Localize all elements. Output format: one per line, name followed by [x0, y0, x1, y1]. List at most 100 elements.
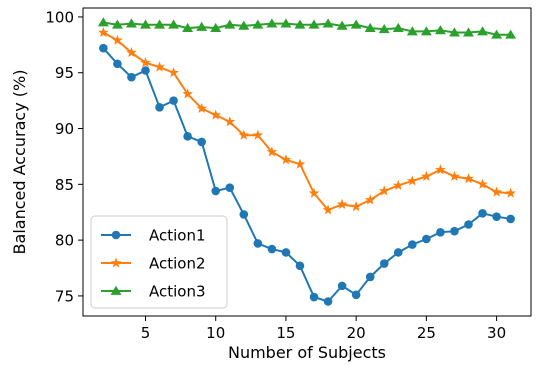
data-point	[435, 164, 446, 175]
legend: Action1 Action2 Action3	[90, 215, 228, 309]
y-tick-label: 85	[55, 176, 74, 194]
series-line	[102, 31, 511, 211]
data-point	[294, 19, 306, 29]
x-tick-label: 25	[417, 324, 436, 342]
data-point	[408, 240, 417, 249]
data-point	[210, 22, 222, 32]
y-tick-label: 100	[45, 8, 74, 26]
data-point	[449, 27, 460, 37]
x-axis-label: Number of Subjects	[228, 343, 386, 362]
data-point	[210, 109, 222, 120]
data-point	[364, 194, 376, 205]
legend-label: Action3	[149, 283, 206, 301]
legend-item: Action2	[101, 255, 206, 273]
data-point	[336, 20, 348, 30]
data-point	[477, 26, 489, 36]
data-point	[491, 186, 502, 197]
data-point	[463, 173, 474, 184]
data-point	[492, 212, 501, 221]
data-point	[113, 59, 122, 69]
x-tick-label: 10	[206, 324, 225, 342]
data-point	[365, 272, 375, 282]
data-point	[225, 183, 235, 192]
data-point	[505, 29, 517, 39]
data-point	[211, 186, 221, 196]
data-point	[392, 22, 404, 32]
data-point	[252, 19, 264, 29]
series-action2	[98, 26, 516, 215]
x-tick-label: 30	[487, 324, 506, 342]
data-point	[378, 185, 390, 196]
data-point	[168, 19, 180, 29]
data-point	[364, 22, 376, 32]
data-point	[126, 47, 137, 58]
data-point	[464, 220, 473, 229]
data-point	[224, 19, 236, 29]
data-point	[436, 228, 445, 237]
data-point	[407, 175, 418, 186]
data-point	[378, 24, 390, 34]
y-axis-ticks: 75 80 85 90 95 100	[45, 8, 83, 305]
data-point	[182, 88, 193, 99]
data-point	[449, 170, 460, 182]
x-tick-label: 15	[276, 324, 295, 342]
y-tick-label: 80	[55, 232, 74, 250]
data-point	[450, 226, 459, 236]
x-axis-ticks: 5 10 15 20 25 30	[141, 316, 506, 342]
legend-marker	[110, 257, 122, 268]
data-point	[99, 43, 108, 53]
data-point	[169, 96, 178, 105]
plot-content	[97, 17, 517, 306]
data-point	[392, 179, 404, 190]
data-point	[421, 170, 432, 182]
data-point	[125, 18, 137, 28]
legend-item: Action1	[101, 227, 206, 245]
series-line	[103, 21, 511, 36]
series-action3	[97, 17, 517, 39]
y-tick-label: 90	[55, 120, 74, 138]
data-point	[491, 29, 503, 39]
data-point	[280, 154, 292, 165]
series-action1	[99, 43, 515, 306]
data-point	[295, 261, 305, 271]
legend-marker	[111, 230, 121, 240]
data-point	[434, 25, 446, 35]
data-point	[196, 21, 208, 31]
x-tick-label: 5	[141, 324, 151, 342]
data-point	[168, 67, 179, 78]
data-point	[267, 244, 277, 254]
data-point	[252, 129, 264, 140]
data-point	[141, 66, 150, 75]
data-point	[351, 290, 361, 300]
data-point	[337, 281, 347, 291]
data-point	[266, 18, 278, 28]
y-axis-label: Balanced Accuracy (%)	[10, 70, 29, 255]
data-point	[406, 26, 418, 36]
data-point	[281, 248, 291, 257]
data-point	[112, 34, 123, 45]
data-point	[154, 19, 165, 29]
data-point	[393, 248, 403, 257]
legend-box	[90, 215, 228, 309]
data-point	[154, 61, 165, 72]
data-point	[111, 19, 123, 29]
data-point	[336, 198, 348, 209]
data-point	[97, 17, 109, 27]
data-point	[478, 209, 487, 218]
data-point	[238, 20, 250, 30]
data-point	[323, 297, 333, 306]
data-point	[350, 201, 362, 212]
data-point	[505, 187, 516, 198]
data-point	[280, 18, 292, 28]
plot-frame	[82, 7, 532, 317]
data-point	[379, 259, 389, 268]
data-point	[127, 72, 136, 82]
data-point	[309, 292, 319, 302]
data-point	[322, 18, 334, 28]
data-point	[238, 129, 250, 140]
data-point	[322, 204, 334, 215]
data-point	[140, 19, 151, 29]
y-tick-label: 95	[55, 64, 74, 82]
data-point	[308, 19, 320, 29]
